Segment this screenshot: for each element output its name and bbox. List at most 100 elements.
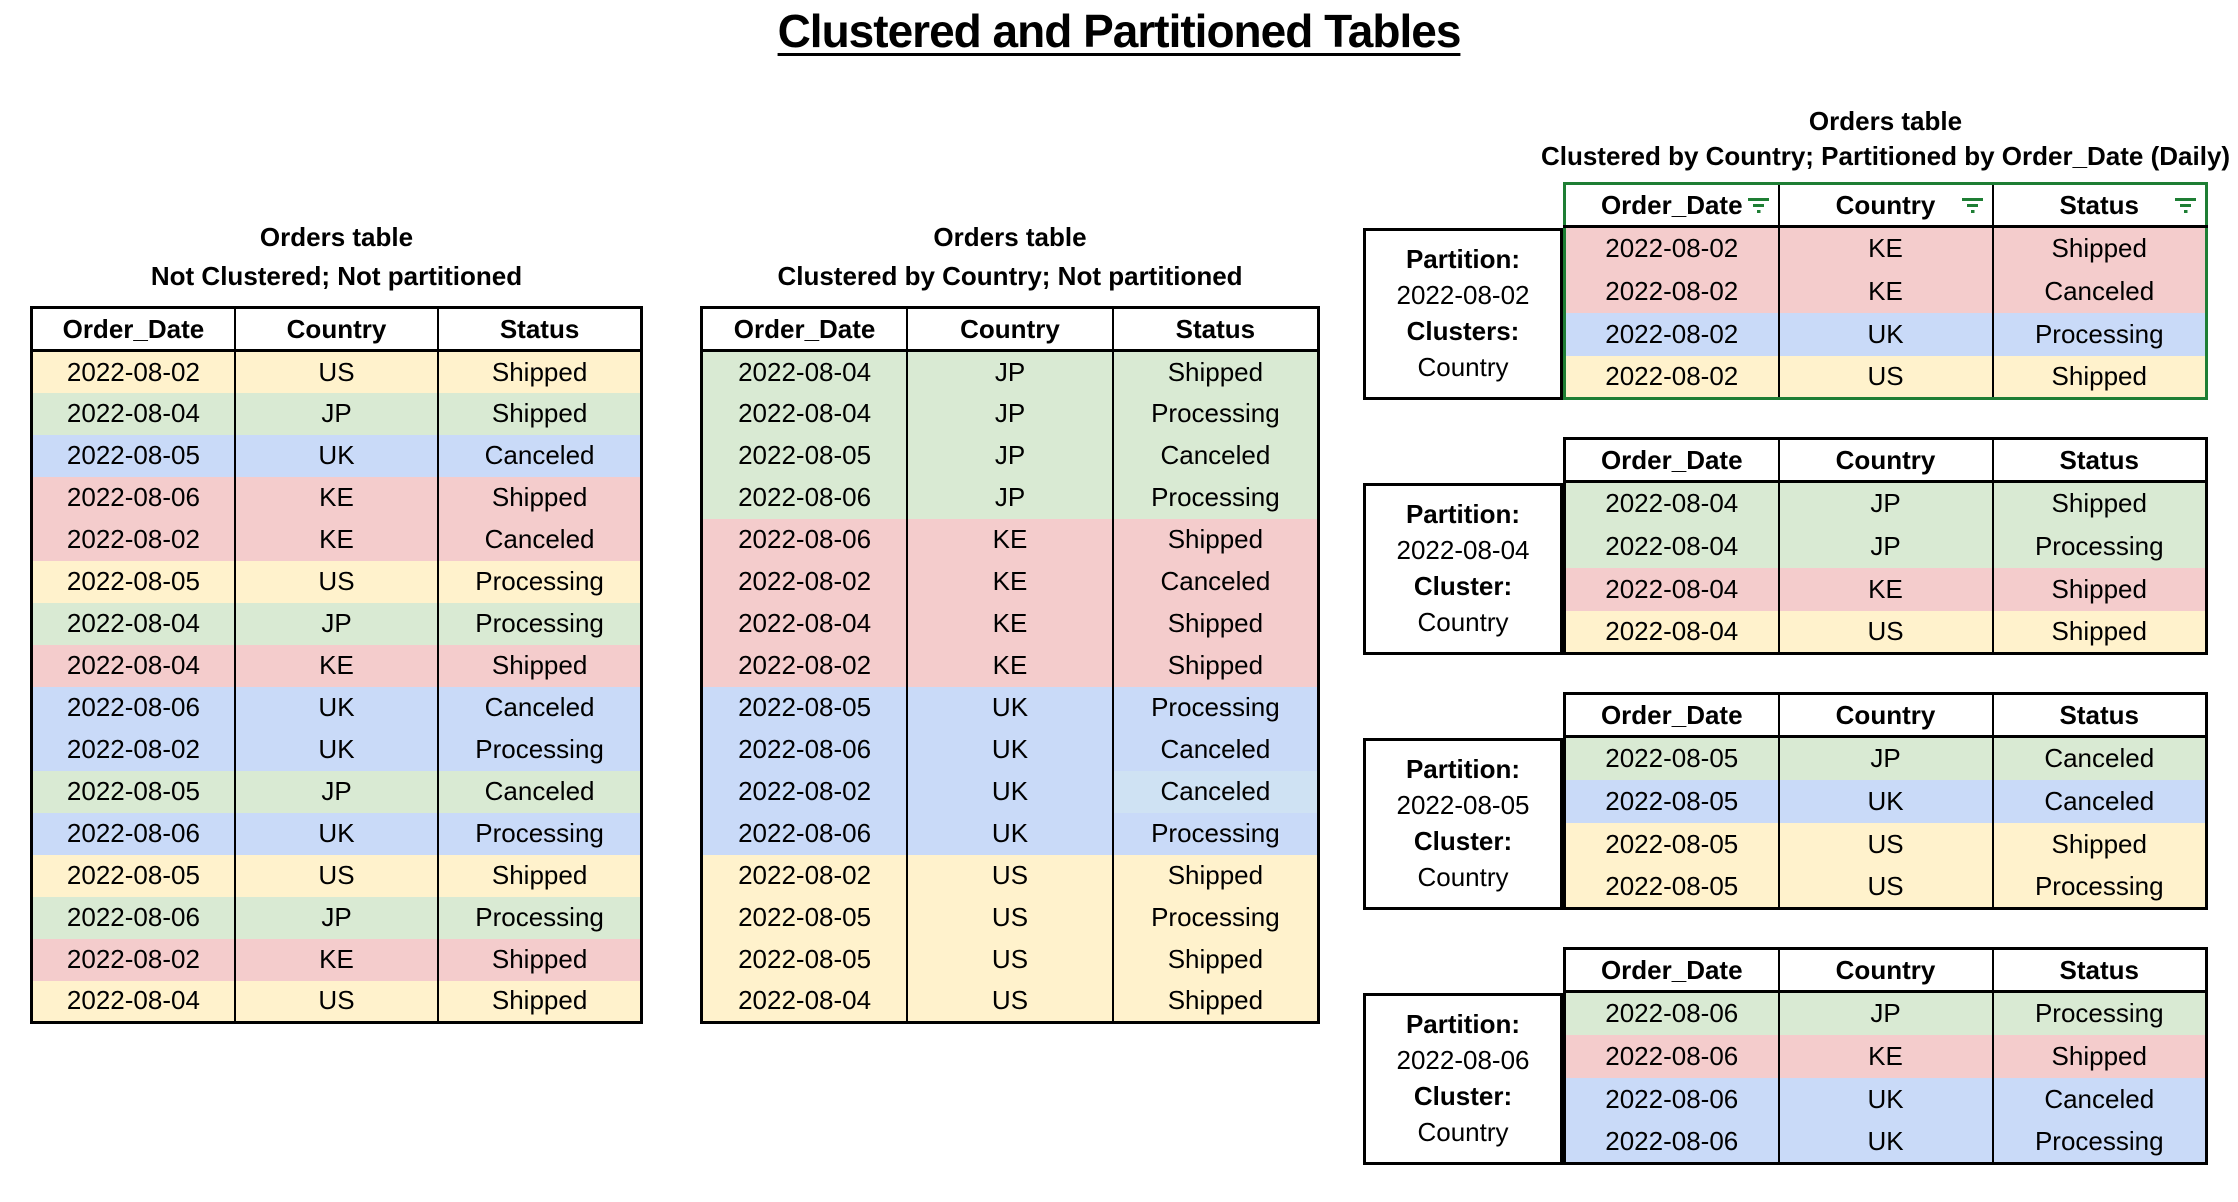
cell: 2022-08-02 (700, 854, 909, 897)
cell: Processing (437, 602, 643, 645)
table-row: 2022-08-02 UK Canceled (700, 770, 1320, 813)
partition-block: Partition: 2022-08-04 Cluster: Country Order… (1363, 437, 2208, 655)
cell: 2022-08-06 (30, 896, 236, 939)
partition-label: Partition: (1405, 754, 1521, 784)
cell: KE (1777, 1034, 1994, 1078)
table-row: 2022-08-04 US Shipped (30, 980, 643, 1023)
table-row: 2022-08-06 JP Processing (700, 476, 1320, 519)
cell: Shipped (1991, 610, 2208, 654)
cluster-value: Country (1417, 862, 1509, 892)
column-header-label: Status (2059, 189, 2139, 220)
cell: 2022-08-02 (30, 938, 236, 981)
filter-icon[interactable] (1745, 194, 1772, 217)
table-row: 2022-08-02 KE Canceled (30, 518, 643, 561)
table-row: 2022-08-02 KE Shipped (700, 644, 1320, 687)
table-row: 2022-08-05 US Processing (30, 560, 643, 603)
middle-table-container: Order_Date Country Status 2022-08-04 JP Shipp… (700, 306, 1320, 1024)
cell: UK (233, 434, 440, 477)
table-row: 2022-08-04 US Shipped (700, 980, 1320, 1023)
header-row: Order_Date Country Status (30, 307, 643, 352)
cell: 2022-08-02 (1563, 312, 1780, 356)
cell: JP (233, 602, 440, 645)
column-header-status: Status (1111, 307, 1320, 352)
table-row: 2022-08-05 US Shipped (700, 938, 1320, 981)
cell: Shipped (1111, 518, 1320, 561)
cell: US (906, 896, 1114, 939)
column-header-country: Country (906, 307, 1114, 352)
cell: Canceled (1111, 434, 1320, 477)
cell: KE (1777, 269, 1994, 313)
cell: Shipped (437, 350, 643, 393)
cell: Processing (1111, 686, 1320, 729)
right-section-subtitle: Clustered by Country; Partitioned by Ord… (1540, 141, 2231, 171)
partition-table-2022-08-05: Order_Date Country Status 2022-08-05 JP Cance… (1563, 692, 2208, 910)
cell: 2022-08-04 (30, 644, 236, 687)
table-row: 2022-08-06 KE Shipped (1563, 1034, 2208, 1078)
cell: UK (1777, 312, 1994, 356)
cell: US (233, 854, 440, 897)
left-table-group: Orders table Not Clustered; Not partitio… (30, 218, 643, 1024)
right-partitioned-section: Orders table Clustered by Country; Parti… (1363, 104, 2231, 1202)
column-header-country: Country (1777, 438, 1994, 483)
cell: 2022-08-05 (700, 896, 909, 939)
header-row: Order_Date Country Status (1563, 948, 2208, 993)
cell: UK (906, 686, 1114, 729)
cell: Processing (1111, 896, 1320, 939)
filter-icon[interactable] (1959, 194, 1986, 217)
cell: Shipped (1111, 644, 1320, 687)
cell: Shipped (437, 854, 643, 897)
column-header-label: Country (960, 313, 1060, 344)
table-row: 2022-08-05 UK Canceled (30, 434, 643, 477)
column-header-label: Order_Date (1600, 954, 1743, 985)
cell: 2022-08-02 (700, 560, 909, 603)
partition-block: Partition: 2022-08-06 Cluster: Country Order… (1363, 947, 2208, 1165)
column-header-label: Order_Date (62, 313, 205, 344)
column-header-order_date: Order_Date (30, 307, 236, 352)
header-row: Order_Date Country Status (1563, 438, 2208, 483)
table-row: 2022-08-04 JP Shipped (30, 392, 643, 435)
cell: UK (1777, 1077, 1994, 1121)
filter-icon[interactable] (2172, 194, 2199, 217)
right-section-headings: Orders table Clustered by Country; Parti… (1540, 104, 2231, 174)
cell: 2022-08-04 (1563, 610, 1780, 654)
cluster-info: Cluster: Country (1370, 823, 1556, 895)
table-row: 2022-08-04 JP Shipped (700, 350, 1320, 393)
table-row: 2022-08-06 UK Processing (30, 812, 643, 855)
left-table-title: Orders table (259, 222, 414, 252)
cluster-label: Cluster: (1413, 1081, 1513, 1111)
table-row: 2022-08-06 KE Shipped (30, 476, 643, 519)
column-header-status: Status (1991, 948, 2208, 993)
cell: 2022-08-06 (1563, 1077, 1780, 1121)
cell: Canceled (1991, 736, 2208, 780)
page-title: Clustered and Partitioned Tables (0, 4, 2238, 58)
table-row: 2022-08-06 UK Processing (1563, 1120, 2208, 1164)
cell: 2022-08-05 (1563, 736, 1780, 780)
cell: Shipped (1991, 226, 2208, 270)
cell: Shipped (1991, 567, 2208, 611)
cell: Canceled (1991, 269, 2208, 313)
table-row: 2022-08-02 KE Shipped (1563, 226, 2208, 270)
cell: Processing (437, 812, 643, 855)
cell: Canceled (1991, 1077, 2208, 1121)
cell: KE (906, 560, 1114, 603)
table-row: 2022-08-05 UK Processing (700, 686, 1320, 729)
table-row: 2022-08-05 US Processing (700, 896, 1320, 939)
cell: Processing (1991, 312, 2208, 356)
cell: KE (1777, 226, 1994, 270)
column-header-label: Order_Date (1600, 189, 1743, 220)
cell: Processing (437, 560, 643, 603)
cell: UK (233, 812, 440, 855)
table-row: 2022-08-05 UK Canceled (1563, 779, 2208, 823)
cell: 2022-08-02 (30, 518, 236, 561)
cell: 2022-08-05 (30, 434, 236, 477)
partition-block: Partition: 2022-08-02 Clusters: Country Orde… (1363, 182, 2208, 400)
partition-table-2022-08-04: Order_Date Country Status 2022-08-04 JP Shipp… (1563, 437, 2208, 655)
table-row: 2022-08-06 KE Shipped (700, 518, 1320, 561)
cell: Shipped (437, 392, 643, 435)
cell: JP (1777, 991, 1994, 1035)
cell: JP (233, 896, 440, 939)
cell: Processing (1111, 812, 1320, 855)
partition-label: Partition: (1405, 499, 1521, 529)
cell: JP (906, 350, 1114, 393)
table-row: 2022-08-04 JP Processing (1563, 524, 2208, 568)
